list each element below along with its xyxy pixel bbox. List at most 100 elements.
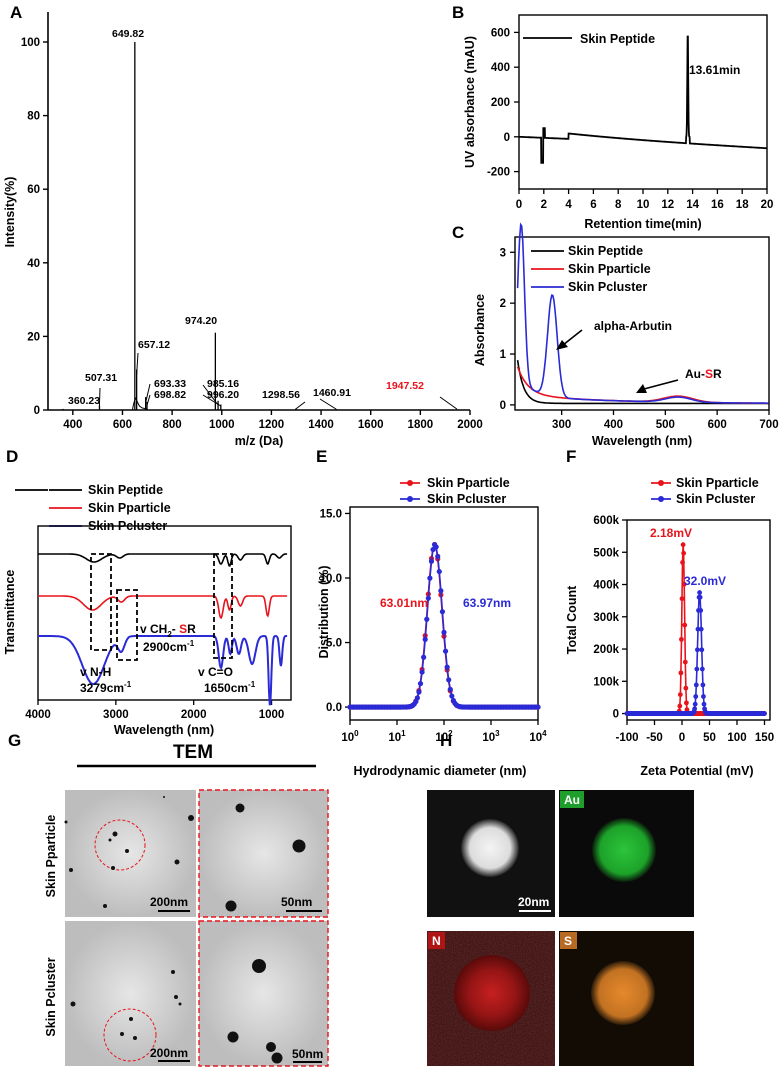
c-y-tick-label: 2	[500, 298, 506, 310]
f-point	[692, 706, 698, 712]
tem-dot	[112, 831, 118, 837]
d-anno-ch2sr-a: v CH	[140, 622, 167, 636]
f-x-tick-label: -100	[615, 732, 638, 744]
tem-image-pparticle	[65, 790, 196, 917]
panel-b-hplc: 0 2 4 6 8 10 12 14 16 18 20 -200 0 200 400 600 Skin Pep…	[463, 14, 773, 231]
e-legend-dot-0	[407, 480, 413, 486]
eds-n-label: N	[432, 934, 441, 948]
d-series-skin-pcluster	[38, 634, 288, 706]
b-x-tick-label: 14	[686, 199, 699, 211]
f-y-tick-label: 200k	[593, 644, 619, 656]
f-point	[693, 682, 699, 688]
f-point	[681, 581, 687, 587]
b-x-tick-label: 4	[565, 199, 572, 211]
tem-scale-0: 200nm	[150, 895, 188, 909]
f-point	[762, 711, 767, 716]
panel-e-dls: Skin Pparticle Skin Pcluster 100 101 1 0 2 10…	[317, 476, 547, 778]
tem-zoom-dot	[292, 839, 306, 853]
f-point	[677, 692, 683, 698]
tem-zoom-circle-0	[94, 819, 146, 871]
d-series-skin-peptide	[38, 553, 288, 567]
d-legend-label-1: Skin Pparticle	[88, 501, 171, 515]
c-series-skin-pcluster	[516, 222, 769, 404]
e-point	[447, 686, 453, 692]
panel-a-mass-spectrum: 400 600 800 1000 1200 1400 1600 1800 2000 0 20 40 60…	[3, 12, 483, 448]
d-series-skin-pparticle	[38, 595, 288, 620]
e-point	[424, 616, 430, 622]
e-point	[421, 654, 427, 660]
e-y-label: Distribution (%)	[317, 565, 331, 658]
b-x-label: Retention time(min)	[584, 217, 701, 231]
d-anno-ch2sr-dash: -	[172, 622, 179, 636]
tem-dot	[103, 904, 107, 908]
f-point	[680, 542, 686, 548]
c-x-tick-label: 600	[708, 419, 727, 431]
e-point	[436, 568, 442, 575]
e-point	[439, 609, 446, 615]
a-peak-label: 1947.52	[386, 380, 424, 392]
a-peak-label: 1298.56	[262, 389, 300, 401]
e-point	[425, 595, 431, 601]
a-peak-label: 657.12	[138, 339, 170, 351]
eds-n-particle	[454, 955, 530, 1031]
b-y-tick-label: 400	[491, 62, 510, 74]
f-point	[698, 608, 704, 613]
d-box-co	[213, 553, 233, 659]
f-point	[697, 594, 703, 600]
f-point	[682, 622, 688, 628]
tem-zoom-dot	[235, 803, 245, 813]
a-peak-label: 1460.91	[313, 387, 351, 399]
tem-row-label-0: Skin Pparticle	[44, 815, 58, 898]
tem-image-pcluster	[65, 921, 196, 1066]
e-point	[417, 680, 424, 687]
e-x-tick-exp: 4	[542, 729, 547, 738]
panel-h-eds: 20nm Au N S	[427, 790, 694, 1066]
c-legend-label-1: Skin Pparticle	[568, 262, 651, 276]
e-x-tick-label: 104	[529, 729, 547, 744]
a-x-tick-label: 1600	[358, 419, 384, 431]
e-x-tick-exp: 3	[495, 729, 500, 738]
e-x-tick-exp: 0	[354, 729, 359, 738]
a-y-tick-label: 80	[27, 111, 40, 123]
a-peak-leader	[319, 398, 337, 410]
e-x-tick-label: 103	[482, 729, 500, 744]
e-point	[442, 648, 449, 654]
f-point	[684, 700, 689, 706]
e-point	[444, 664, 450, 670]
panel-label-a: A	[10, 3, 22, 22]
panel-f-zeta: Skin Pparticle Skin Pcluster -100 -50 0 50 1…	[565, 476, 774, 778]
tem-dot	[174, 859, 180, 865]
a-peak-leader	[439, 396, 458, 410]
c-x-tick-label: 500	[656, 419, 675, 431]
c-annotation-arbutin: alpha-Arbutin	[594, 319, 672, 333]
e-x-tick-label: 101	[388, 729, 406, 744]
e-legend-label-1: Skin Pcluster	[427, 492, 506, 506]
f-point	[697, 590, 702, 595]
d-x-tick-label: 1000	[259, 709, 285, 721]
c-y-tick-label: 0	[500, 400, 506, 412]
e-peak-label-1: 63.97nm	[463, 596, 511, 610]
tem-dot	[163, 796, 165, 798]
f-y-tick-label: 100k	[593, 676, 619, 688]
e-point	[449, 693, 455, 699]
tem-scale-3: 50nm	[292, 1047, 323, 1061]
d-anno-co-exp: -1	[248, 680, 256, 689]
d-anno-ch2sr-value: 2900cm-1	[143, 639, 195, 654]
f-point	[693, 694, 699, 699]
tem-particles-1	[70, 970, 182, 1040]
tem-dot	[171, 970, 175, 974]
a-peak-label: 996.20	[207, 389, 239, 401]
a-peak-leader	[98, 387, 101, 408]
a-peak-label: 693.33	[154, 378, 186, 390]
e-legend-label-0: Skin Pparticle	[427, 476, 510, 490]
c-legend-label-2: Skin Pcluster	[568, 280, 647, 294]
eds-haadf-particle	[461, 819, 519, 877]
c-x-tick-label: 700	[759, 419, 778, 431]
tem-zoom-circle-1	[103, 1008, 157, 1062]
panel-label-b: B	[452, 3, 464, 22]
c-frame	[514, 236, 770, 411]
tem-dot	[69, 868, 73, 872]
d-anno-nh-num: 3279cm	[80, 681, 124, 695]
panel-label-g: G	[8, 731, 21, 750]
panel-label-c: C	[452, 223, 464, 242]
